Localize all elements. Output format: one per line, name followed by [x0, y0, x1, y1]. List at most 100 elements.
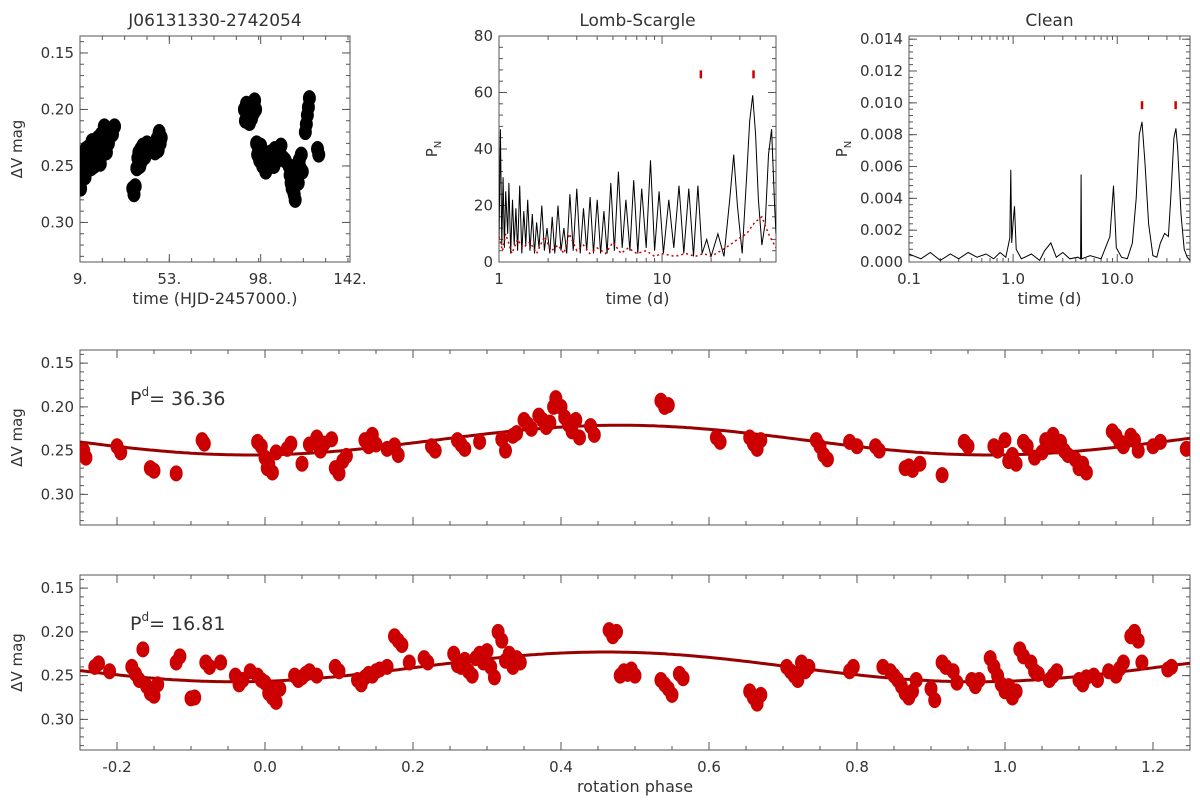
data-point	[1153, 433, 1167, 450]
x-axis-label: time (d)	[606, 289, 670, 308]
data-point	[991, 442, 1005, 459]
series-periodogram	[499, 95, 776, 259]
data-point	[332, 465, 346, 482]
plot-frame	[908, 35, 1191, 263]
data-point	[935, 467, 949, 484]
data-point	[203, 658, 216, 675]
data-point	[295, 455, 309, 472]
data-point	[114, 444, 128, 461]
data-point	[972, 672, 986, 688]
data-point	[169, 465, 183, 482]
data-point	[998, 432, 1012, 449]
x-tick-label: -0.2	[102, 758, 131, 776]
data-point	[950, 674, 964, 691]
data-point	[1135, 654, 1149, 671]
y-tick-label: 20	[474, 197, 493, 215]
y-tick-label: 0.014	[860, 30, 903, 48]
y-axis-label: PN	[833, 141, 854, 158]
data-point	[543, 414, 557, 431]
data-point	[473, 433, 487, 450]
panel-1: 0 20 40 60 80 1 10 Lomb-Scargle time (d) PN	[423, 11, 777, 308]
data-point	[294, 146, 308, 163]
plot-area	[499, 95, 776, 259]
data-point	[846, 658, 860, 675]
series-window	[499, 215, 776, 258]
series-clean	[909, 121, 1190, 262]
data-point	[928, 692, 942, 709]
y-tick-label: 0.15	[41, 354, 74, 372]
data-point	[214, 654, 228, 671]
data-point	[913, 455, 927, 472]
x-axis-label: time (d)	[1018, 289, 1082, 308]
data-point	[295, 163, 309, 180]
panel-0: 0.15 0.20 0.25 0.30 9. 53. 98. 142. J06131330-27…	[8, 11, 367, 308]
y-tick-label: 0.004	[860, 189, 903, 207]
y-tick-label: 0.002	[860, 221, 903, 239]
x-tick-label: 9.	[73, 270, 87, 288]
period-annotation: Pd= 16.81	[130, 610, 225, 635]
data-point	[421, 654, 435, 671]
data-point	[850, 438, 864, 455]
chart-title: Clean	[1025, 11, 1073, 31]
y-axis-label: PN	[423, 141, 444, 158]
data-point	[610, 623, 623, 640]
x-tick-label: 1	[494, 270, 504, 288]
data-point	[269, 444, 283, 461]
data-point	[513, 654, 527, 671]
data-point	[265, 464, 279, 481]
data-point	[138, 148, 152, 165]
data-point	[820, 451, 834, 468]
plot-area	[80, 90, 326, 208]
data-point	[269, 693, 283, 710]
data-point	[458, 440, 472, 457]
data-point	[909, 672, 923, 688]
x-tick-label: 10.0	[1101, 270, 1134, 288]
data-point	[288, 191, 302, 208]
data-point	[274, 137, 288, 154]
y-tick-label: 0.20	[41, 623, 74, 641]
data-point	[1179, 440, 1190, 457]
data-point	[510, 425, 524, 442]
data-point	[1116, 438, 1130, 455]
y-tick-label: 0.25	[41, 667, 74, 685]
y-tick-label: 80	[474, 27, 493, 45]
data-point	[713, 433, 727, 450]
y-axis-label: ΔV mag	[8, 120, 26, 179]
y-tick-label: 0.30	[41, 710, 74, 728]
x-tick-label: 1.2	[1141, 758, 1165, 776]
data-point	[428, 442, 442, 459]
x-tick-label: 10	[652, 270, 671, 288]
x-tick-label: 0.8	[845, 758, 869, 776]
y-tick-label: 0.012	[860, 62, 903, 80]
data-point	[369, 436, 383, 453]
data-point	[754, 432, 768, 449]
chart-title: J06131330-2742054	[127, 11, 301, 31]
y-tick-label: 0.010	[860, 94, 903, 112]
y-tick-label: 0.30	[41, 213, 74, 231]
data-point	[1091, 672, 1104, 688]
y-tick-label: 40	[474, 140, 493, 158]
data-point	[310, 667, 324, 684]
period-annotation: Pd= 36.36	[130, 385, 225, 410]
data-point	[628, 667, 642, 684]
data-point	[108, 118, 122, 135]
data-point	[302, 90, 316, 107]
plot-area	[80, 622, 1190, 712]
data-point	[249, 101, 263, 118]
y-tick-label: 0.15	[41, 44, 74, 62]
panel-2: 0.000 0.002 0.004 0.006 0.008 0.010 0.012 0.014…	[833, 11, 1191, 308]
plot-area	[909, 121, 1190, 262]
data-point	[1050, 663, 1064, 680]
x-axis-label: time (HJD-2457000.)	[133, 289, 298, 308]
data-point	[1020, 438, 1034, 455]
data-point	[465, 667, 479, 684]
plot-frame	[79, 35, 351, 263]
data-point	[273, 680, 287, 697]
data-point	[92, 655, 105, 672]
y-tick-label: 60	[474, 84, 493, 102]
data-point	[103, 663, 117, 680]
x-tick-label: 142.	[333, 270, 366, 288]
data-point	[661, 397, 675, 414]
x-tick-label: 53.	[157, 270, 181, 288]
